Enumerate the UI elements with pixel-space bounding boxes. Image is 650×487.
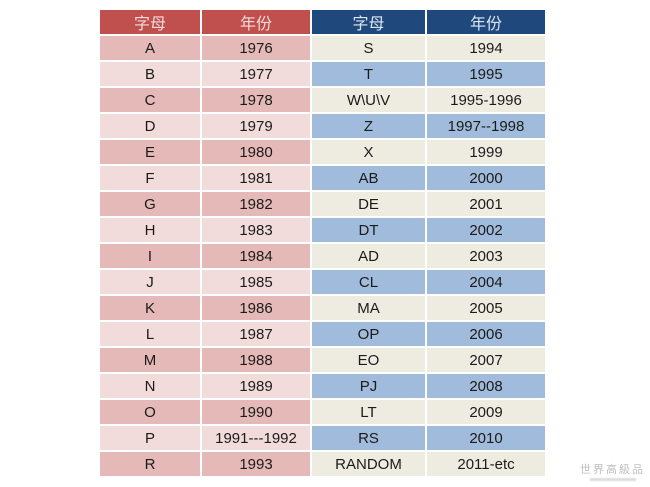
left-year-cell: 1982 [202,192,310,216]
left-letter-cell: P [100,426,200,450]
right-year-cell: 2006 [427,322,545,346]
left-letter-cell: A [100,36,200,60]
right-year-cell: 2000 [427,166,545,190]
left-year-cell: 1988 [202,348,310,372]
left-year-cell: 1977 [202,62,310,86]
right-letter-cell: PJ [312,374,425,398]
left-letter-cell: R [100,452,200,476]
left-letter-cell: D [100,114,200,138]
watermark: 世界高級品 [580,464,645,481]
right-year-cell: 2009 [427,400,545,424]
right-letter-cell: Z [312,114,425,138]
left-year-cell: 1987 [202,322,310,346]
right-year-cell: 1997--1998 [427,114,545,138]
left-table-header-year: 年份 [202,10,310,34]
right-year-cell: 2001 [427,192,545,216]
right-year-cell: 2002 [427,218,545,242]
right-letter-cell: CL [312,270,425,294]
right-letter-cell: DT [312,218,425,242]
watermark-text: 世界高級品 [580,464,645,476]
left-year-cell: 1991---1992 [202,426,310,450]
left-year-cell: 1976 [202,36,310,60]
right-year-cell: 2005 [427,296,545,320]
right-table-header-letter: 字母 [312,10,425,34]
left-year-cell: 1981 [202,166,310,190]
right-letter-cell: RANDOM [312,452,425,476]
right-year-cell: 1999 [427,140,545,164]
left-year-cell: 1983 [202,218,310,242]
left-letter-cell: E [100,140,200,164]
watermark-subtext-line [589,478,636,481]
left-year-cell: 1989 [202,374,310,398]
left-year-cell: 1984 [202,244,310,268]
left-letter-cell: I [100,244,200,268]
left-year-cell: 1986 [202,296,310,320]
right-letter-cell: DE [312,192,425,216]
left-letter-cell: M [100,348,200,372]
right-letter-cell: AD [312,244,425,268]
right-year-cell: 1995-1996 [427,88,545,112]
right-year-cell: 2008 [427,374,545,398]
left-year-cell: 1978 [202,88,310,112]
right-year-cell: 2011-etc [427,452,545,476]
left-letter-cell: K [100,296,200,320]
right-year-cell: 2007 [427,348,545,372]
left-letter-cell: O [100,400,200,424]
left-year-cell: 1979 [202,114,310,138]
left-letter-cell: G [100,192,200,216]
right-letter-cell: T [312,62,425,86]
right-year-cell: 2010 [427,426,545,450]
right-letter-cell: W\U\V [312,88,425,112]
left-table-header-letter: 字母 [100,10,200,34]
right-letter-cell: X [312,140,425,164]
right-year-cell: 2003 [427,244,545,268]
left-letter-cell: F [100,166,200,190]
letter-year-table: 字母 年份 字母 年份 A 1976 S 1994 B 1977 T 1995 C 1978 W\U… [100,10,545,476]
right-year-cell: 1994 [427,36,545,60]
left-letter-cell: L [100,322,200,346]
left-letter-cell: B [100,62,200,86]
left-year-cell: 1980 [202,140,310,164]
right-letter-cell: EO [312,348,425,372]
right-year-cell: 2004 [427,270,545,294]
left-letter-cell: N [100,374,200,398]
right-table-header-year: 年份 [427,10,545,34]
right-letter-cell: AB [312,166,425,190]
left-letter-cell: C [100,88,200,112]
right-letter-cell: RS [312,426,425,450]
left-letter-cell: J [100,270,200,294]
right-letter-cell: OP [312,322,425,346]
right-letter-cell: S [312,36,425,60]
right-letter-cell: LT [312,400,425,424]
right-year-cell: 1995 [427,62,545,86]
left-year-cell: 1993 [202,452,310,476]
left-letter-cell: H [100,218,200,242]
left-year-cell: 1990 [202,400,310,424]
left-year-cell: 1985 [202,270,310,294]
right-letter-cell: MA [312,296,425,320]
